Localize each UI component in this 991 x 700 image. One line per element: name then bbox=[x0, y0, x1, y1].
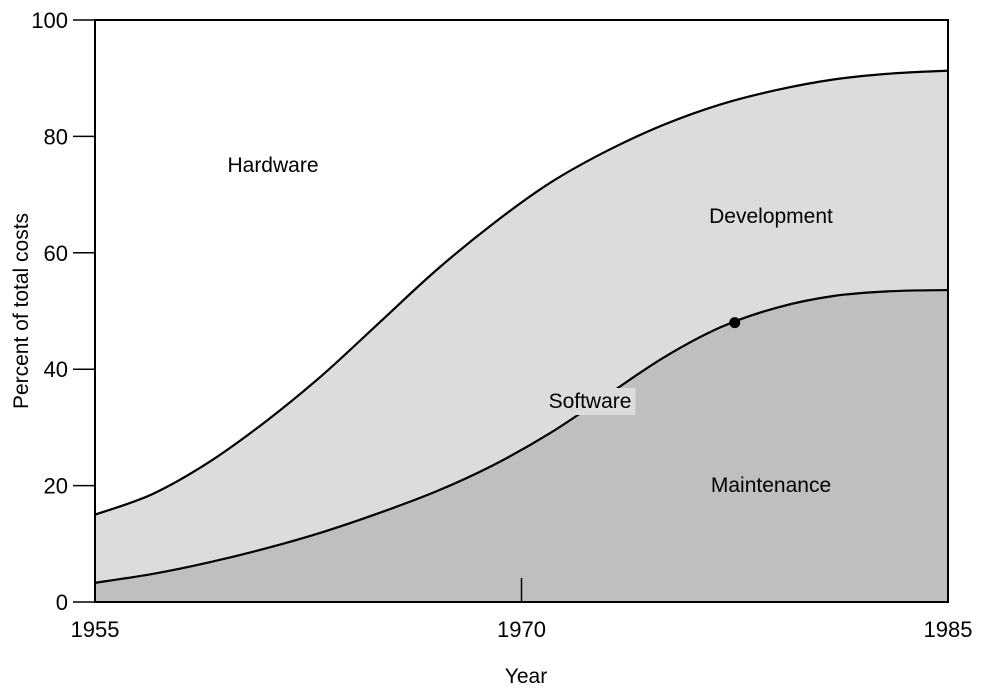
x-tick-label: 1970 bbox=[497, 617, 546, 642]
curve-lines bbox=[94, 69, 949, 584]
x-axis-ticks: 1955 1970 1985 bbox=[71, 617, 973, 642]
software-label: Software bbox=[549, 390, 632, 413]
maintenance-label: Maintenance bbox=[711, 474, 831, 497]
software-label-background bbox=[544, 388, 636, 415]
x-tick-label: 1985 bbox=[924, 617, 973, 642]
y-tick-label: 40 bbox=[44, 357, 68, 382]
x-tick-label: 1955 bbox=[71, 617, 120, 642]
x-axis-title: Year bbox=[505, 665, 547, 688]
y-tick-label: 100 bbox=[31, 8, 68, 33]
y-tick-label: 0 bbox=[56, 590, 68, 615]
y-axis-title: Percent of total costs bbox=[10, 213, 33, 409]
y-tick-label: 60 bbox=[44, 241, 68, 266]
software-curve bbox=[94, 69, 949, 516]
development-label: Development bbox=[709, 205, 833, 228]
y-axis-ticks: 0 20 40 60 80 100 bbox=[31, 8, 95, 615]
y-tick-label: 80 bbox=[44, 124, 68, 149]
maintenance-curve bbox=[94, 288, 949, 584]
area-layers bbox=[95, 70, 948, 602]
hardware-label: Hardware bbox=[227, 154, 318, 177]
highlight-point bbox=[729, 317, 741, 329]
y-tick-label: 20 bbox=[44, 474, 68, 499]
maintenance-area bbox=[95, 290, 948, 602]
